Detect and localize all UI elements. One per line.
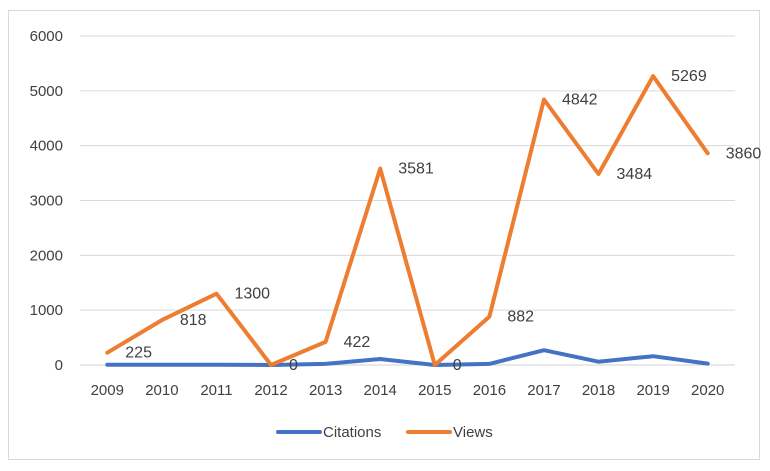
x-tick-label: 2019 xyxy=(636,382,669,399)
data-labels: 225 818 1300 0 422 3581 0 882 4842 3484 5269 3860 xyxy=(125,68,761,374)
x-tick-label: 2018 xyxy=(582,382,615,399)
x-axis-ticks: 2009 2010 2011 2012 2013 2014 2015 2016 2017 2018… xyxy=(91,382,725,399)
legend-label: Views xyxy=(453,424,493,441)
x-tick-label: 2016 xyxy=(473,382,506,399)
series-lines xyxy=(105,74,710,367)
series-line-views xyxy=(105,74,710,367)
legend: Citations Views xyxy=(276,424,493,441)
data-label: 3581 xyxy=(398,161,434,178)
chart-frame xyxy=(8,10,760,460)
x-tick-label: 2011 xyxy=(200,382,232,399)
data-label: 5269 xyxy=(671,68,707,85)
data-label: 4842 xyxy=(562,91,598,108)
data-label: 3860 xyxy=(726,145,762,162)
y-tick-label: 1000 xyxy=(30,302,63,319)
x-tick-label: 2010 xyxy=(145,382,178,399)
legend-label: Citations xyxy=(323,424,381,441)
y-axis-ticks: 0 1000 2000 3000 4000 5000 6000 xyxy=(30,28,63,374)
y-tick-label: 4000 xyxy=(30,138,63,155)
y-tick-label: 6000 xyxy=(30,28,63,45)
x-tick-label: 2017 xyxy=(527,382,560,399)
x-tick-label: 2013 xyxy=(309,382,342,399)
gridlines xyxy=(80,35,735,366)
data-label: 0 xyxy=(289,357,298,374)
y-tick-label: 3000 xyxy=(30,193,63,210)
y-tick-label: 2000 xyxy=(30,247,63,264)
y-tick-label: 5000 xyxy=(30,83,63,100)
data-label: 1300 xyxy=(234,286,270,303)
x-tick-label: 2020 xyxy=(691,382,724,399)
x-tick-label: 2012 xyxy=(254,382,287,399)
data-label: 225 xyxy=(125,345,152,362)
x-tick-label: 2015 xyxy=(418,382,451,399)
y-tick-label: 0 xyxy=(55,357,63,374)
data-label: 3484 xyxy=(617,166,653,183)
data-label: 422 xyxy=(344,334,371,351)
data-label: 0 xyxy=(453,357,462,374)
data-label: 882 xyxy=(507,309,534,326)
x-tick-label: 2014 xyxy=(364,382,397,399)
series-line-citations xyxy=(105,348,710,367)
data-label: 818 xyxy=(180,312,207,329)
x-tick-label: 2009 xyxy=(91,382,124,399)
